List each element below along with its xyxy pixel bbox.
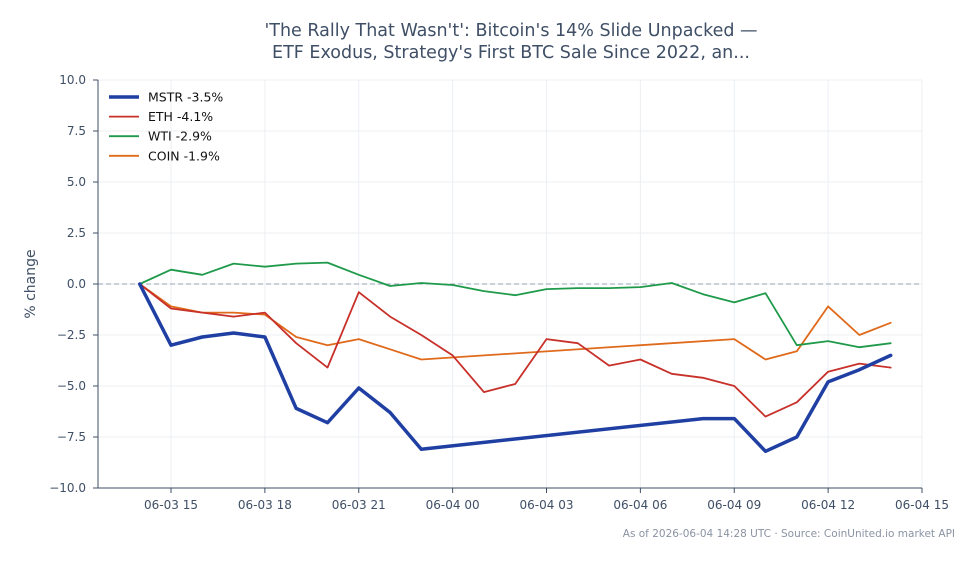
y-tick-label: −5.0: [57, 379, 86, 393]
y-tick-label: 10.0: [59, 73, 86, 87]
chart-title: 'The Rally That Wasn't': Bitcoin's 14% S…: [0, 20, 979, 64]
legend-label-wti: WTI -2.9%: [148, 129, 212, 144]
legend-label-coin: COIN -1.9%: [148, 148, 220, 163]
series-line-eth: [138, 283, 892, 418]
x-tick-label: 06-04 12: [801, 498, 855, 512]
x-tick-label: 06-04 03: [520, 498, 574, 512]
legend: MSTR -3.5% ETH -4.1% WTI -2.9% COIN -1.9%: [109, 90, 223, 163]
x-tick-label: 06-04 09: [707, 498, 761, 512]
gridlines: [98, 79, 923, 489]
source-footnote: As of 2026-06-04 14:28 UTC · Source: Coi…: [622, 528, 955, 540]
axes: 10.0 7.5 5.0 2.5 0.0 −2.5 −5.0 −7.5 −10.0 06-03 1…: [49, 73, 949, 512]
chart-title-line-2: ETF Exodus, Strategy's First BTC Sale Si…: [272, 43, 750, 63]
chart-title-line-1: 'The Rally That Wasn't': Bitcoin's 14% S…: [264, 21, 758, 41]
series-line-coin: [138, 283, 892, 361]
y-tick-label: 2.5: [67, 226, 86, 240]
series-lines: [137, 261, 893, 454]
legend-label-mstr: MSTR -3.5%: [148, 90, 223, 105]
y-tick-label: −7.5: [57, 430, 86, 444]
y-tick-label: −2.5: [57, 328, 86, 342]
y-tick-label: 0.0: [67, 277, 86, 291]
series-line-wti: [138, 261, 892, 349]
y-tick-label: −10.0: [49, 481, 86, 495]
x-tick-label: 06-04 15: [895, 498, 949, 512]
y-tick-label: 7.5: [67, 124, 86, 138]
x-tick-label: 06-04 00: [426, 498, 480, 512]
x-tick-label: 06-03 18: [238, 498, 292, 512]
x-tick-label: 06-03 15: [144, 498, 198, 512]
legend-label-eth: ETH -4.1%: [148, 109, 213, 124]
series-line-mstr: [137, 282, 893, 454]
x-tick-label: 06-03 21: [332, 498, 386, 512]
x-tick-label: 06-04 06: [613, 498, 667, 512]
y-tick-label: 5.0: [67, 175, 86, 189]
y-axis-label: % change: [23, 249, 39, 318]
